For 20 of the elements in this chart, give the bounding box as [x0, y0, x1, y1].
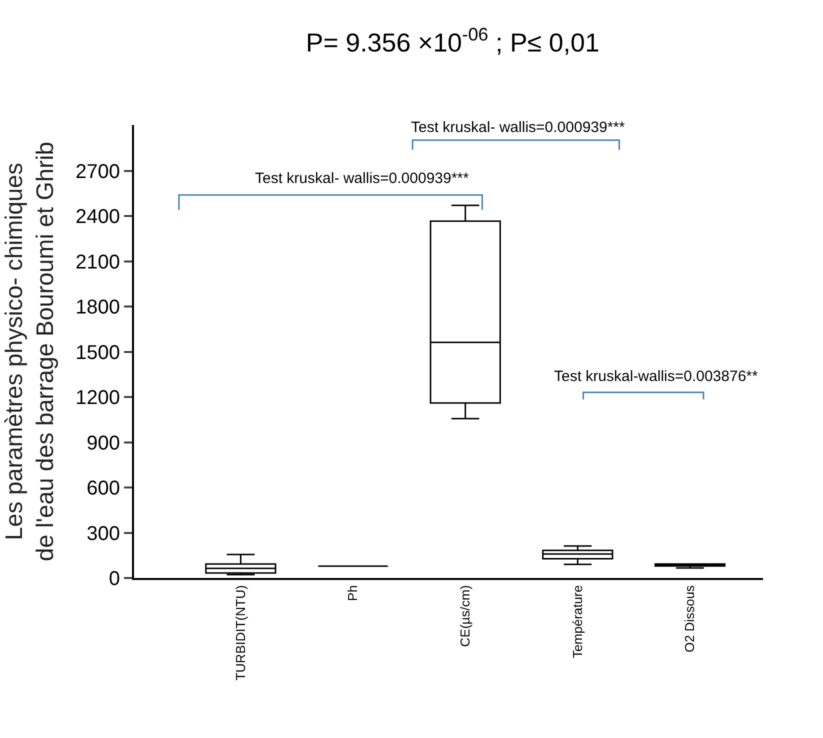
annotation: Test kruskal- wallis=0.000939*** — [411, 119, 626, 136]
x-tick-label: TURBIDIT(NTU) — [232, 585, 248, 681]
annotation: Test kruskal-wallis=0.003876** — [554, 368, 758, 385]
chart-title: P= 9.356 ×10$^{-06}$ ; P≤ 0,01 — [306, 24, 600, 58]
y-tick-label: 1800 — [76, 296, 120, 319]
y-tick-label: 2400 — [76, 206, 120, 228]
x-tick-label: CE(µs/cm) — [458, 585, 473, 647]
y-tick-label: 1500 — [76, 342, 120, 364]
annotation: Test kruskal- wallis=0.000939*** — [255, 170, 470, 187]
y-tick-label: 2100 — [76, 251, 120, 274]
x-tick-label: Température — [570, 585, 585, 658]
y-tick-label: 900 — [86, 432, 120, 454]
y-tick-label: 600 — [86, 478, 120, 500]
x-tick-label: O2 Dissous — [682, 584, 698, 652]
y-axis-title: Les paramètres physico- chimiques de l'eau des barrage Bouroumi et Ghrib — [0, 142, 60, 562]
y-tick-label: 1200 — [76, 387, 120, 410]
x-tick-label: Ph — [345, 585, 360, 602]
y-tick-label: 300 — [86, 522, 120, 545]
y-tick-label: 2700 — [76, 160, 120, 183]
y-tick-label: 0 — [108, 568, 120, 590]
